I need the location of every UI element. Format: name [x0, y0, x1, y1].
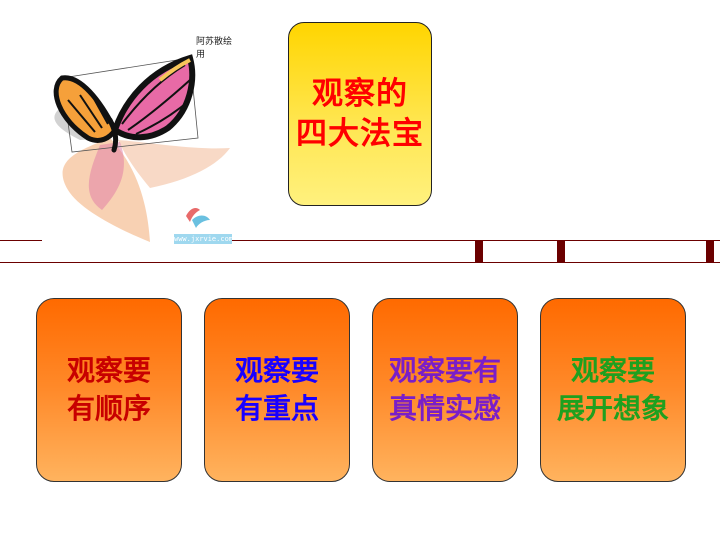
title-line-2: 四大法宝 [296, 116, 424, 152]
card-line: 观察要 [66, 354, 151, 387]
method-card-order: 观察要 有顺序 [36, 298, 182, 482]
butterfly-icon [53, 54, 230, 242]
watermark: www.jxrvie.com [174, 234, 234, 244]
image-caption: 阿苏散绘用 [196, 37, 233, 60]
divider-marker [475, 240, 483, 263]
card-line: 有顺序 [66, 392, 151, 425]
card-line: 观察要有 [388, 354, 501, 387]
method-card-imagination: 观察要 展开想象 [540, 298, 686, 482]
divider-marker [557, 240, 565, 263]
divider-top-left [0, 240, 42, 241]
butterfly-image: 阿苏散绘用 www.jxrvie.com [40, 20, 240, 250]
card-line: 观察要 [570, 354, 655, 387]
card-line: 真情实感 [388, 392, 501, 425]
method-card-focus: 观察要 有重点 [204, 298, 350, 482]
divider-bottom [0, 262, 720, 263]
card-line: 有重点 [234, 392, 319, 425]
method-card-feeling: 观察要有 真情实感 [372, 298, 518, 482]
title-box: 观察的 四大法宝 [288, 22, 432, 206]
divider-marker [706, 240, 714, 263]
card-line: 观察要 [234, 354, 319, 387]
title-line-1: 观察的 [312, 76, 408, 112]
card-line: 展开想象 [556, 392, 669, 425]
